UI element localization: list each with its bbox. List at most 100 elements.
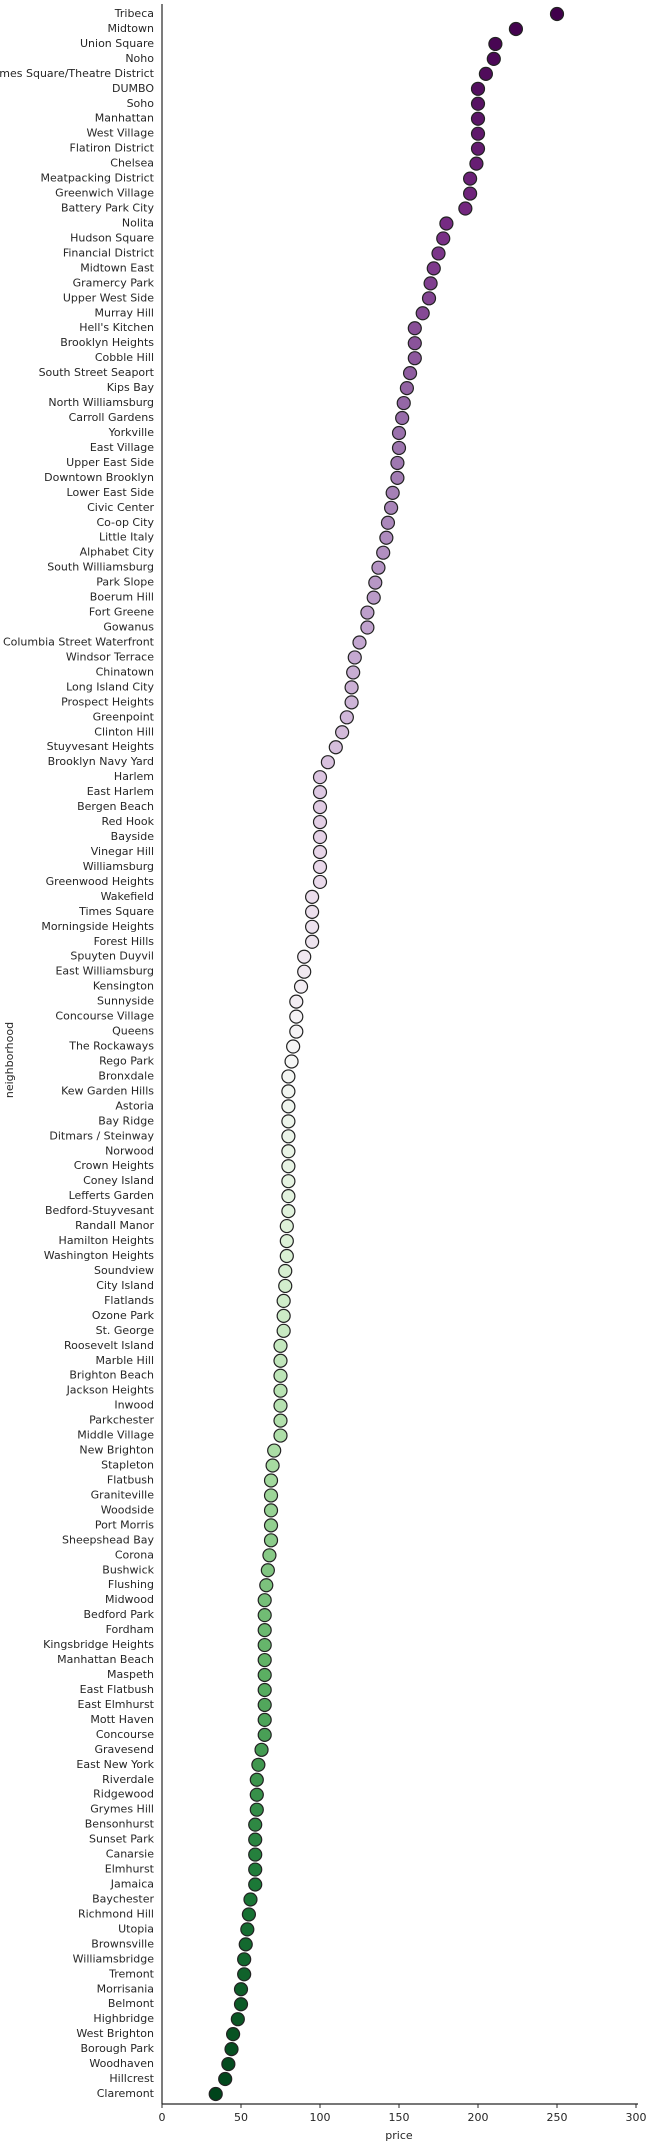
dot bbox=[380, 515, 396, 530]
dot bbox=[273, 1413, 288, 1428]
dot bbox=[257, 1637, 272, 1653]
dot bbox=[339, 710, 354, 725]
dot bbox=[281, 1069, 296, 1084]
y-tick-label: Boerum Hill bbox=[90, 591, 154, 604]
dot bbox=[273, 1338, 288, 1353]
y-tick-label: Canarsie bbox=[106, 1848, 154, 1861]
dot bbox=[240, 1922, 255, 1937]
y-tick-label: Upper East Side bbox=[66, 456, 154, 469]
y-tick-label: New Brighton bbox=[79, 1444, 154, 1457]
y-tick-label: East Flatbush bbox=[80, 1683, 154, 1696]
dot bbox=[470, 81, 486, 96]
dot bbox=[284, 1054, 299, 1069]
y-tick-label: City Island bbox=[96, 1279, 154, 1292]
dot bbox=[399, 381, 414, 396]
dot bbox=[470, 96, 486, 111]
y-tick-label: Civic Center bbox=[87, 501, 154, 514]
dot bbox=[312, 814, 328, 830]
dot bbox=[273, 1428, 288, 1443]
dot bbox=[248, 1847, 263, 1862]
dot bbox=[305, 889, 320, 904]
dot bbox=[254, 1742, 269, 1757]
dot bbox=[230, 2012, 245, 2027]
y-tick-label: East Village bbox=[90, 441, 154, 454]
y-tick-label: Tremont bbox=[108, 1967, 155, 1980]
y-tick-label: Flatbush bbox=[107, 1473, 154, 1486]
dot bbox=[286, 1039, 301, 1054]
y-tick-label: Kips Bay bbox=[107, 381, 155, 394]
y-tick-label: Concourse bbox=[96, 1728, 154, 1741]
dot bbox=[470, 126, 486, 141]
y-tick-label: Soundview bbox=[94, 1264, 154, 1277]
y-tick-label: Manhattan Beach bbox=[57, 1653, 154, 1666]
dot bbox=[262, 1548, 277, 1563]
y-tick-label: Battery Park City bbox=[61, 202, 155, 215]
y-tick-label: Kensington bbox=[93, 980, 154, 993]
y-tick-label: Little Italy bbox=[99, 531, 154, 544]
y-tick-label: Port Morris bbox=[95, 1518, 154, 1531]
y-tick-label: Hamilton Heights bbox=[59, 1234, 155, 1247]
y-tick-label: Crown Heights bbox=[74, 1159, 155, 1172]
dot bbox=[267, 1443, 282, 1458]
dot bbox=[469, 156, 484, 171]
y-tick-label: Astoria bbox=[115, 1099, 154, 1112]
y-tick-label: Stuyvesant Heights bbox=[47, 740, 155, 753]
y-tick-label: Carroll Gardens bbox=[69, 411, 155, 424]
x-tick-label: 50 bbox=[234, 2111, 248, 2124]
y-tick-label: Cobble Hill bbox=[95, 351, 154, 364]
dot bbox=[407, 336, 422, 351]
y-tick-label: Park Slope bbox=[96, 576, 154, 589]
y-tick-label: Stapleton bbox=[101, 1459, 154, 1472]
y-tick-label: Brownsville bbox=[91, 1937, 154, 1950]
dot bbox=[421, 291, 437, 306]
dot bbox=[415, 306, 430, 321]
dot bbox=[281, 1174, 296, 1189]
dot bbox=[208, 2086, 223, 2102]
dot bbox=[396, 395, 411, 411]
y-tick-label: Mott Haven bbox=[90, 1713, 154, 1726]
y-tick-label: Belmont bbox=[108, 1997, 155, 2010]
dot bbox=[297, 964, 312, 979]
y-tick-label: Fort Greene bbox=[89, 606, 154, 619]
y-tick-label: Corona bbox=[115, 1548, 154, 1561]
y-tick-label: Bayside bbox=[111, 830, 155, 843]
dot bbox=[344, 680, 359, 695]
dot bbox=[289, 1024, 304, 1039]
y-tick-label: Spuyten Duyvil bbox=[70, 950, 154, 963]
dot bbox=[276, 1308, 291, 1323]
dot bbox=[218, 2071, 233, 2087]
dot bbox=[508, 21, 524, 37]
y-tick-label: Washington Heights bbox=[44, 1249, 155, 1262]
y-tick-label: Gramercy Park bbox=[73, 276, 155, 289]
y-tick-label: Inwood bbox=[114, 1399, 154, 1412]
y-tick-label: Murray Hill bbox=[94, 306, 154, 319]
y-tick-label: Midwood bbox=[105, 1593, 154, 1606]
y-tick-label: St. George bbox=[96, 1324, 155, 1337]
y-tick-label: Claremont bbox=[97, 2087, 155, 2100]
x-tick-label: 250 bbox=[547, 2111, 568, 2124]
y-tick-label: East Williamsburg bbox=[55, 965, 154, 978]
y-tick-label: East New York bbox=[76, 1758, 154, 1771]
y-tick-label: Hillcrest bbox=[109, 2072, 154, 2085]
y-tick-label: Fordham bbox=[106, 1623, 154, 1636]
y-tick-label: Baychester bbox=[92, 1892, 154, 1905]
dot bbox=[426, 261, 441, 276]
dot bbox=[281, 1159, 296, 1174]
dot bbox=[312, 859, 328, 875]
dot bbox=[312, 799, 328, 815]
dot bbox=[248, 1817, 263, 1832]
y-tick-label: Marble Hill bbox=[96, 1354, 155, 1367]
y-tick-label: East Harlem bbox=[87, 785, 154, 798]
dot bbox=[486, 51, 501, 66]
dot bbox=[281, 1204, 296, 1219]
y-tick-label: Norwood bbox=[105, 1144, 154, 1157]
y-tick-label: Morningside Heights bbox=[41, 920, 154, 933]
dot bbox=[305, 904, 320, 919]
dot bbox=[390, 455, 405, 471]
dot bbox=[312, 874, 328, 890]
y-tick-label: Greenwood Heights bbox=[46, 875, 155, 888]
y-tick-label: South Street Seaport bbox=[39, 366, 155, 379]
y-tick-label: North Williamsburg bbox=[48, 396, 154, 409]
dot bbox=[289, 1009, 304, 1024]
dot bbox=[263, 1533, 279, 1548]
